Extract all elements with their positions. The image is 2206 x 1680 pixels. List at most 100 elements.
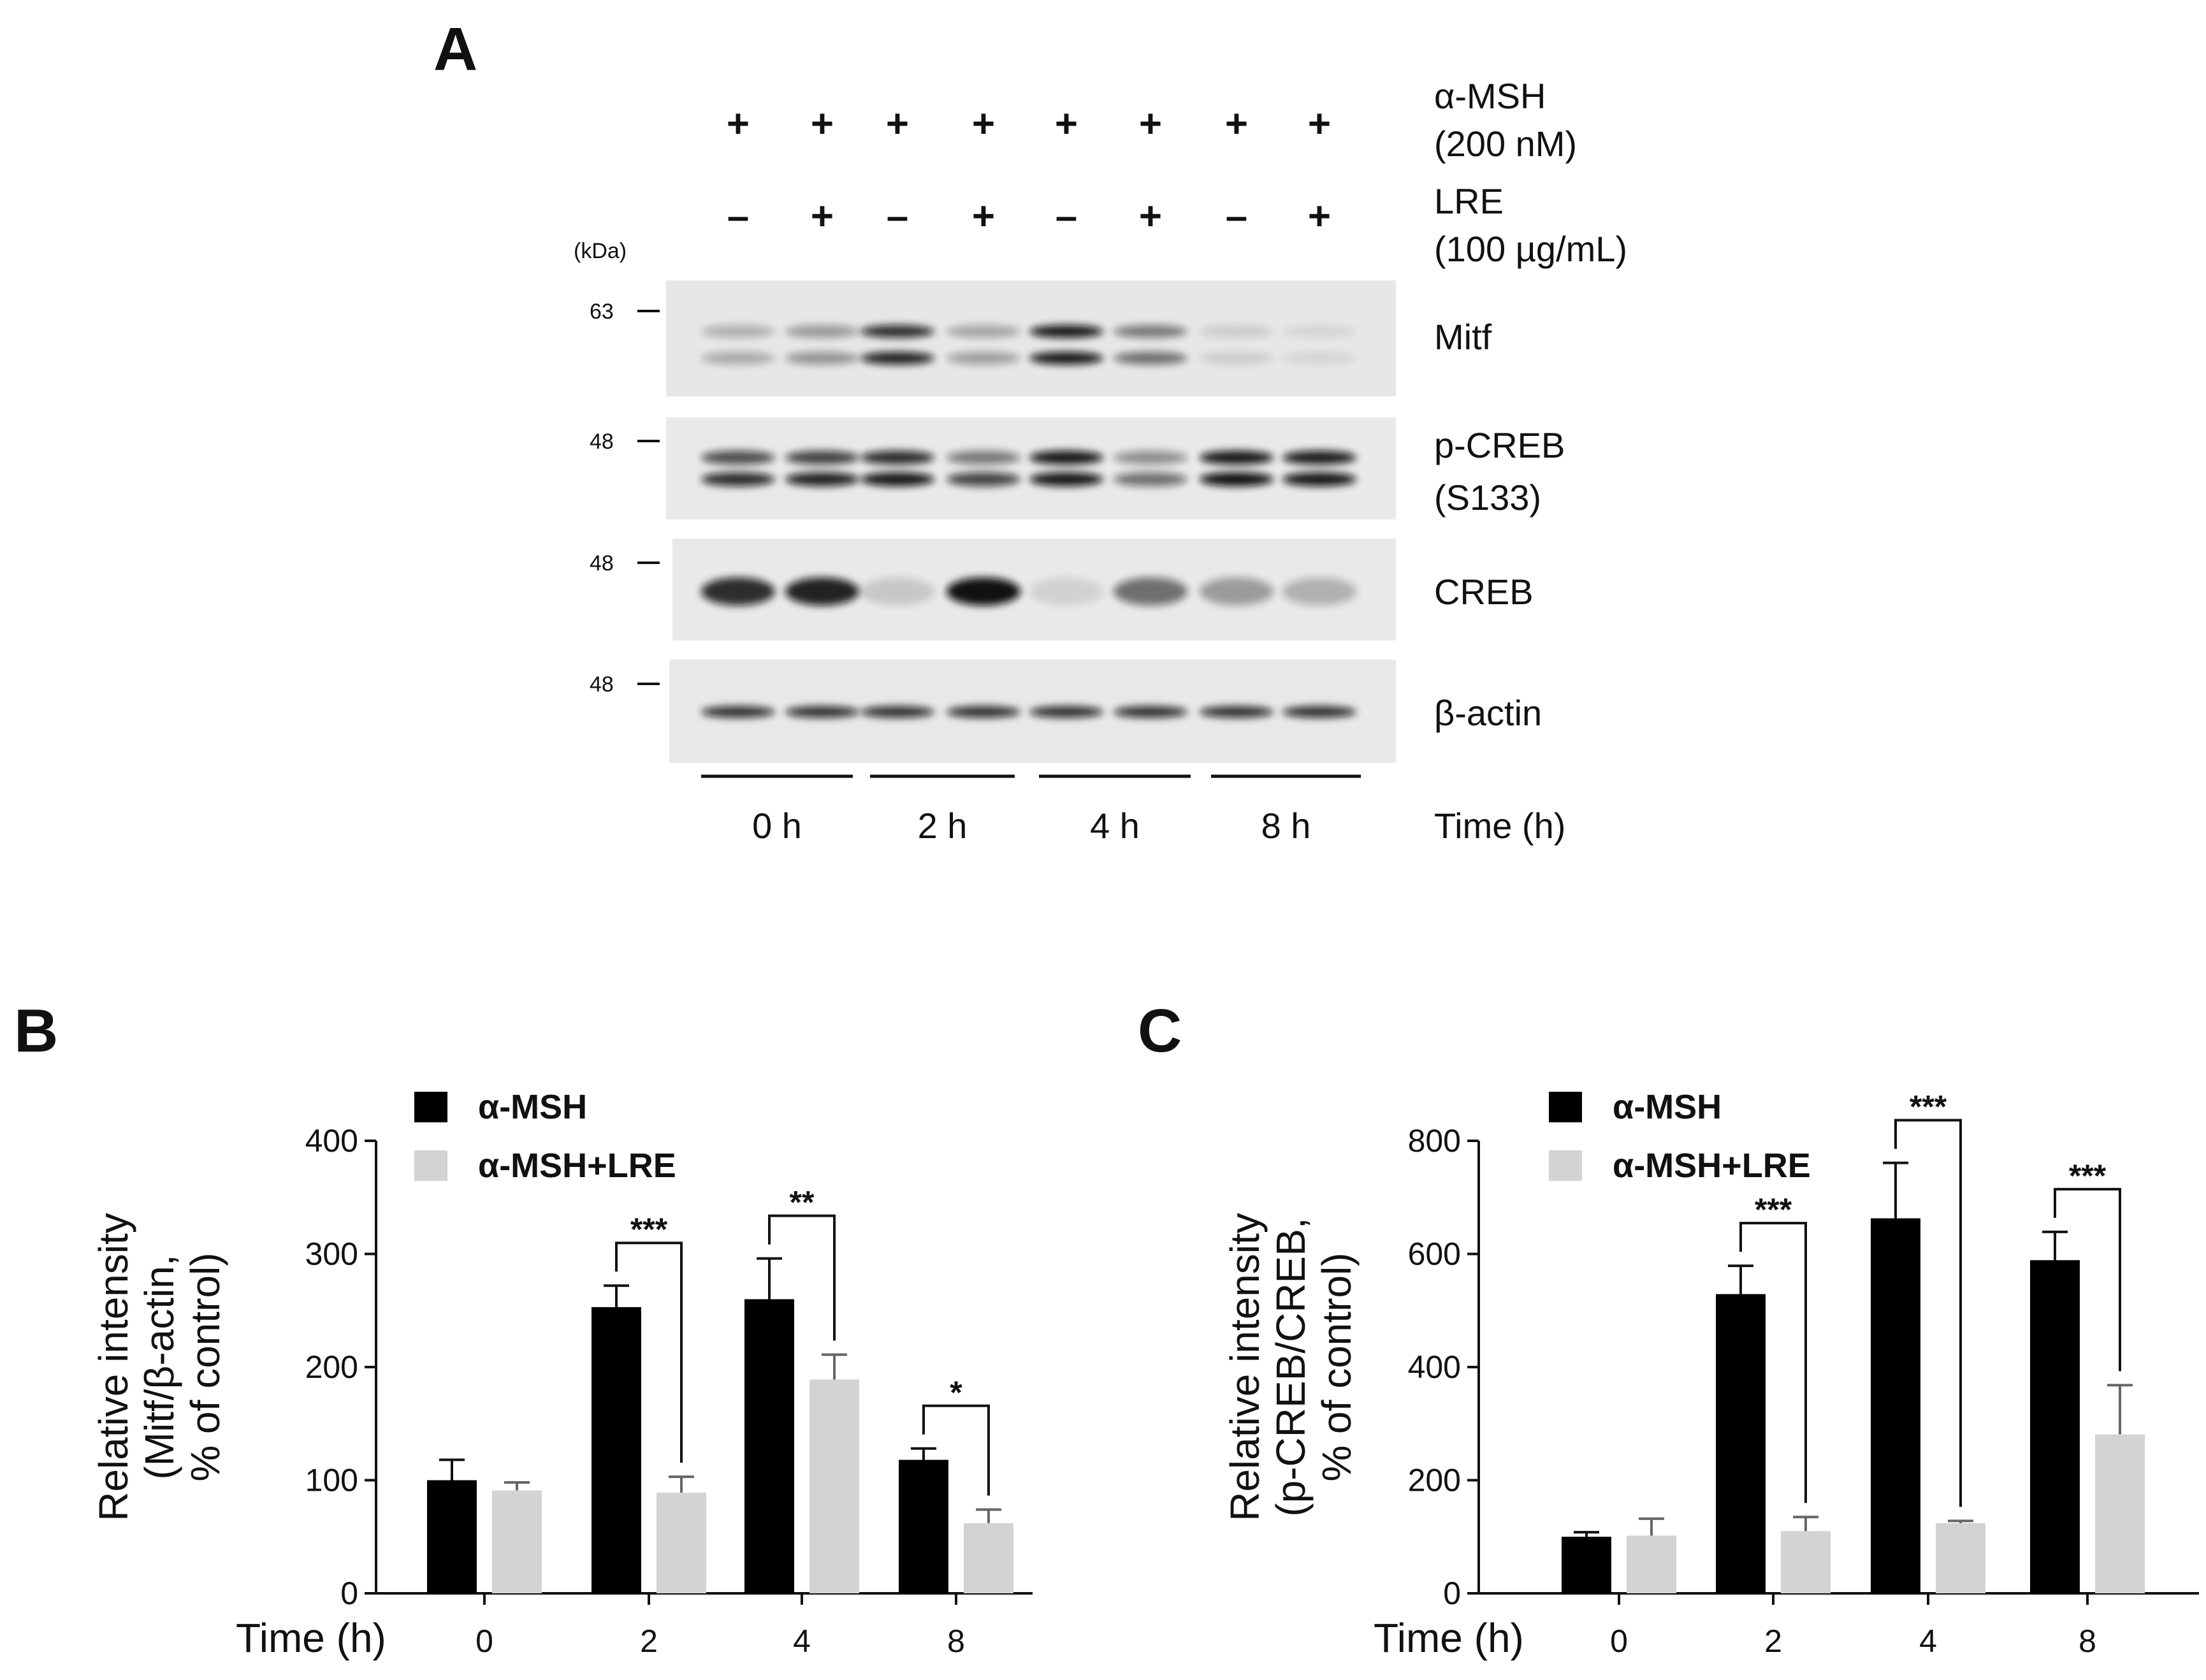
bar-msh-lre-4: [1936, 1523, 1985, 1593]
y-axis-title-line-0: Relative intensity: [1222, 1213, 1268, 1521]
panel-b-letter: B: [14, 997, 58, 1065]
bar-msh-4: [1871, 1218, 1920, 1593]
y-tick-label-2: 400: [1408, 1349, 1461, 1385]
bar-msh-lre-2: [1781, 1531, 1831, 1593]
treatment-sign-row0-lane8: +: [1308, 102, 1331, 146]
band-blot1-lane5-2: [1029, 352, 1103, 365]
band-blot2-lane3-2: [860, 472, 934, 486]
blot-p-creb: 48 p-CREB (S133): [590, 417, 1565, 519]
bar-msh-2: [591, 1307, 641, 1593]
blot-label-p-creb-site: (S133): [1434, 477, 1541, 518]
lre-concentration-label: (100 µg/mL): [1434, 229, 1627, 269]
blot-label-p-creb: p-CREB: [1434, 425, 1565, 465]
treatment-sign-row1-lane1: –: [727, 194, 749, 238]
significance-bracket-0: [1739, 1222, 1807, 1503]
legend-label-1: α-MSH+LRE: [478, 1147, 676, 1185]
legend-label-1: α-MSH+LRE: [1613, 1147, 1811, 1185]
x-axis-title: Time (h): [1374, 1615, 1524, 1661]
treatment-sign-row0-lane3: +: [886, 102, 909, 146]
bar-msh-lre-4: [809, 1379, 859, 1593]
legend-swatch-0: [414, 1092, 447, 1122]
x-tick-label-2: 4: [1919, 1623, 1937, 1659]
band-blot1-lane8-1: [1282, 325, 1356, 338]
lre-label: LRE: [1434, 181, 1504, 221]
band-blot1-lane2-2: [785, 352, 859, 365]
treatment-sign-row1-lane6: +: [1139, 194, 1162, 238]
band-blot4-lane1-1: [701, 706, 775, 718]
significance-bracket-2: [2054, 1187, 2121, 1372]
x-tick-label-1: 2: [640, 1623, 658, 1659]
marker-creb: 48: [590, 551, 614, 576]
band-blot2-lane7-1: [1200, 451, 1274, 465]
significance-bracket-0: [615, 1242, 683, 1463]
time-group-label-1: 2 h: [918, 806, 968, 846]
time-group-label-3: 8 h: [1261, 806, 1311, 846]
treatment-sign-row0-lane6: +: [1139, 102, 1162, 146]
band-blot2-lane4-2: [947, 472, 1020, 486]
treatment-sign-row0-lane5: +: [1055, 102, 1078, 146]
band-blot2-lane1-1: [701, 451, 775, 465]
y-tick-label-2: 200: [305, 1349, 358, 1385]
significance-label-2: *: [950, 1375, 962, 1410]
kda-label: (kDa): [574, 239, 627, 263]
significance-bracket-1: [1894, 1119, 1962, 1507]
band-blot3-lane2-1: [785, 577, 859, 605]
band-blot3-lane8-1: [1282, 577, 1356, 605]
y-axis-title-line-2: % of control): [1314, 1252, 1360, 1481]
y-tick-label-0: 0: [340, 1575, 358, 1611]
significance-label-2: ***: [2069, 1158, 2107, 1194]
legend-swatch-1: [414, 1150, 447, 1181]
treatment-sign-row0-lane2: +: [811, 102, 834, 146]
treatment-sign-row1-lane8: +: [1308, 194, 1331, 238]
band-blot3-lane3-1: [860, 577, 934, 605]
blot-p-creb-bands: [701, 451, 1356, 486]
band-blot2-lane6-2: [1114, 472, 1187, 486]
band-blot1-lane1-1: [701, 325, 775, 338]
treatment-sign-row1-lane2: +: [811, 194, 834, 238]
alpha-msh-concentration-label: (200 nM): [1434, 124, 1577, 164]
y-axis-title-line-0: Relative intensity: [91, 1213, 136, 1521]
legend-swatch-0: [1549, 1092, 1582, 1122]
blot-creb: 48 CREB: [590, 539, 1534, 641]
treatment-sign-row1-lane4: +: [972, 194, 995, 238]
blot-label-mitf: Mitf: [1434, 317, 1492, 357]
band-blot4-lane2-1: [785, 706, 859, 718]
bar-msh-lre-2: [657, 1493, 706, 1593]
band-blot4-lane7-1: [1200, 706, 1274, 718]
treatment-sign-row1-lane7: –: [1226, 194, 1247, 238]
time-group-labels: 0 h 2 h 4 h 8 h: [701, 774, 1361, 846]
legend-label-0: α-MSH: [478, 1088, 587, 1126]
band-blot1-lane3-2: [860, 352, 934, 365]
blot-mitf: 63 Mitf: [590, 280, 1492, 396]
bar-msh-lre-8: [2095, 1434, 2145, 1593]
y-tick-label-3: 300: [305, 1236, 358, 1272]
treatment-sign-row0-lane7: +: [1225, 102, 1248, 146]
band-blot4-lane4-1: [947, 706, 1020, 718]
band-blot3-lane7-1: [1200, 577, 1274, 605]
band-blot2-lane5-1: [1029, 451, 1103, 465]
band-blot2-lane8-2: [1282, 472, 1356, 486]
y-axis-title-line-1: (Mitf/β-actin,: [136, 1254, 182, 1479]
blot-mitf-background: [666, 280, 1396, 396]
bar-msh-0: [1562, 1537, 1611, 1593]
blot-label-creb: CREB: [1434, 572, 1534, 612]
panel-c-letter: C: [1138, 997, 1182, 1065]
x-tick-label-3: 8: [947, 1623, 965, 1659]
x-axis-title: Time (h): [236, 1615, 386, 1661]
blot-beta-actin-bands: [701, 706, 1356, 718]
bar-msh-8: [899, 1459, 948, 1593]
blot-creb-bands: [701, 577, 1356, 605]
band-blot4-lane5-1: [1029, 706, 1103, 718]
band-blot2-lane4-1: [947, 451, 1020, 465]
legend-swatch-1: [1549, 1150, 1582, 1181]
bar-msh-8: [2030, 1260, 2080, 1593]
band-blot2-lane2-1: [785, 451, 859, 465]
band-blot2-lane6-1: [1114, 451, 1187, 465]
y-tick-label-3: 600: [1408, 1236, 1461, 1272]
bar-msh-2: [1716, 1294, 1766, 1593]
significance-label-0: ***: [630, 1212, 668, 1247]
band-blot2-lane7-2: [1200, 472, 1274, 486]
bar-msh-lre-0: [492, 1490, 542, 1593]
band-blot1-lane4-2: [947, 352, 1020, 365]
